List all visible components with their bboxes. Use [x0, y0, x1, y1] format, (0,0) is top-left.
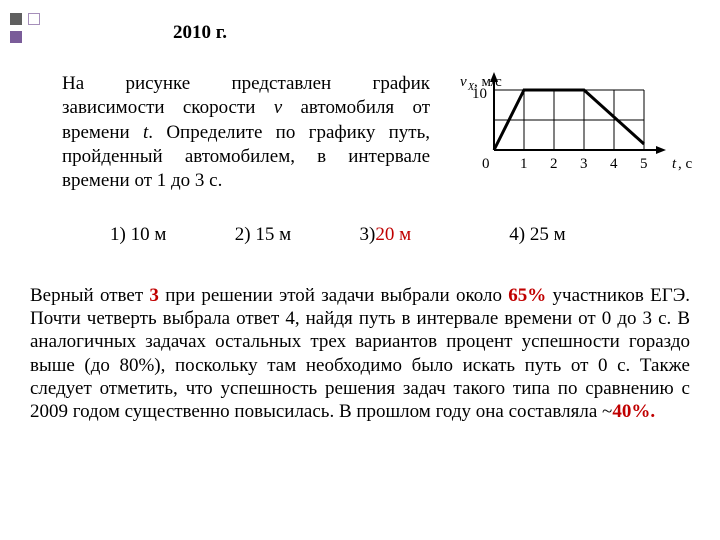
answer-options: 1) 10 м 2) 15 м 3) 20 м 4) 25 м	[110, 224, 566, 246]
chart-svg: vX, м/с10012345t, с	[446, 70, 706, 200]
svg-text:5: 5	[640, 156, 648, 172]
svg-text:4: 4	[610, 156, 618, 172]
problem-w3: представлен	[232, 72, 332, 96]
problem-text: На рисунке представлен график зависимост…	[62, 72, 430, 194]
svg-text:1: 1	[520, 156, 528, 172]
page-title: 2010 г.	[0, 22, 400, 44]
problem-w2: рисунке	[125, 72, 190, 96]
option-2: 2) 15 м	[235, 224, 355, 246]
svg-text:10: 10	[472, 86, 487, 102]
option-1: 1) 10 м	[110, 224, 230, 246]
problem-rest: зависимости скорости v автомобиля от вре…	[62, 97, 430, 191]
explanation-text: Верный ответ 3 при решении этой задачи в…	[30, 284, 690, 423]
problem-w1: На	[62, 72, 84, 96]
svg-text:3: 3	[580, 156, 588, 172]
svg-text:, с: , с	[678, 156, 693, 172]
svg-text:t: t	[672, 156, 677, 172]
velocity-chart: vX, м/с10012345t, с	[446, 70, 706, 205]
svg-text:0: 0	[482, 156, 490, 172]
svg-text:v: v	[460, 74, 467, 90]
svg-text:2: 2	[550, 156, 558, 172]
problem-w4: график	[373, 72, 430, 96]
option-4: 4) 25 м	[509, 224, 565, 246]
option-3: 3) 20 м	[360, 224, 505, 246]
